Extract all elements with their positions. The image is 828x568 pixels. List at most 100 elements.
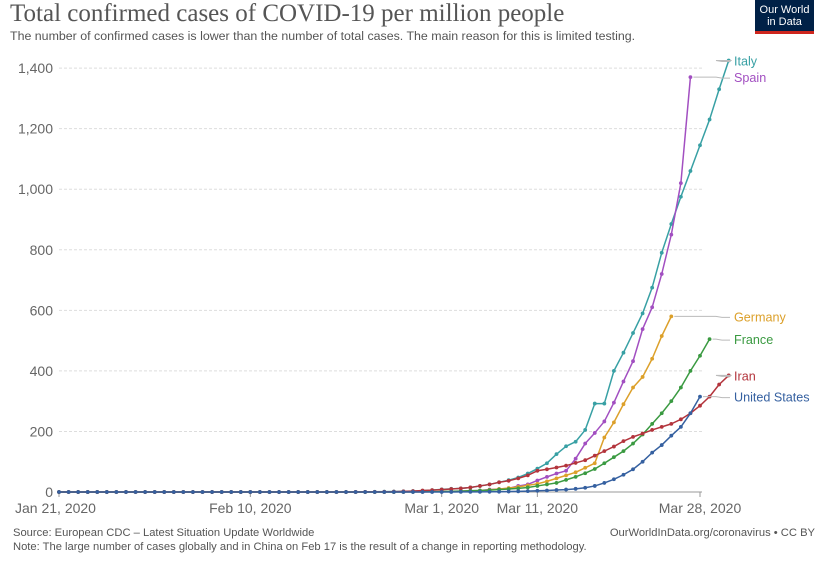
data-point — [487, 482, 492, 487]
data-point — [334, 490, 339, 494]
series-label[interactable]: Italy — [734, 55, 758, 69]
data-point — [650, 421, 655, 426]
data-point — [669, 314, 674, 319]
data-point — [707, 337, 712, 341]
data-point — [554, 471, 559, 476]
series-label[interactable]: Germany — [734, 310, 786, 324]
y-tick-label: 800 — [30, 242, 54, 258]
series-label[interactable]: Spain — [734, 71, 766, 85]
line-chart: Jan 21, 2020 Feb 10, 2020 Mar 1, 2020 Mar 1… — [15, 55, 810, 516]
data-point — [487, 489, 492, 494]
series-label[interactable]: France — [734, 333, 773, 347]
data-point — [516, 486, 521, 491]
data-point — [296, 490, 301, 494]
data-point — [621, 402, 626, 407]
data-point — [85, 490, 90, 494]
data-point — [57, 490, 61, 494]
data-point — [640, 327, 645, 331]
footnote-text: Note: The large number of cases globally… — [13, 541, 587, 553]
data-point — [640, 311, 645, 316]
y-tick-label: 200 — [30, 423, 54, 439]
y-tick-label: 600 — [30, 302, 54, 318]
data-point — [650, 285, 655, 290]
data-point — [229, 490, 234, 494]
data-point — [602, 419, 607, 424]
data-point — [583, 441, 588, 446]
series-line[interactable] — [58, 77, 692, 493]
data-point — [592, 484, 597, 488]
data-point — [468, 485, 473, 490]
data-point — [602, 461, 607, 466]
data-point — [66, 490, 71, 494]
y-tick-label: 1,000 — [18, 181, 53, 197]
x-tick-label: Mar 28, 2020 — [659, 500, 742, 516]
data-point — [688, 368, 693, 373]
series-line[interactable] — [58, 396, 701, 493]
y-tick-label: 0 — [45, 484, 53, 500]
data-point — [688, 169, 693, 173]
data-point — [669, 232, 674, 237]
series-line[interactable] — [58, 374, 730, 493]
data-point — [621, 379, 626, 384]
data-point — [564, 444, 568, 449]
data-point — [430, 490, 435, 494]
series-label[interactable]: United States — [734, 391, 810, 405]
series-group — [57, 373, 731, 494]
data-point — [535, 488, 540, 493]
data-point — [525, 489, 530, 493]
x-tick-label: Jan 21, 2020 — [15, 500, 96, 516]
data-point — [669, 433, 674, 438]
data-point — [612, 444, 616, 449]
data-point — [401, 490, 406, 494]
data-point — [717, 382, 722, 387]
series-label-connector — [715, 60, 732, 63]
data-point — [516, 489, 521, 494]
data-point — [315, 490, 320, 494]
data-point — [669, 222, 674, 226]
data-point — [678, 385, 683, 390]
data-point — [248, 490, 253, 494]
data-point — [535, 478, 540, 483]
data-point — [535, 484, 540, 488]
data-point — [650, 450, 655, 455]
data-point — [678, 417, 683, 422]
data-point — [583, 428, 588, 432]
x-tick-label: Mar 11, 2020 — [497, 500, 579, 516]
data-point — [286, 490, 291, 494]
data-point — [678, 194, 683, 199]
data-point — [602, 481, 607, 485]
series-line[interactable] — [58, 316, 672, 493]
series-line[interactable] — [58, 338, 711, 493]
data-point — [688, 75, 693, 80]
data-point — [669, 421, 674, 426]
data-point — [631, 441, 635, 446]
data-point — [583, 458, 588, 463]
data-point — [602, 435, 607, 440]
data-point — [612, 455, 616, 460]
data-point — [191, 490, 195, 494]
data-point — [468, 489, 473, 494]
data-point — [506, 478, 511, 483]
data-point — [602, 449, 607, 454]
owid-logo[interactable]: Our World in Data — [755, 0, 814, 34]
series-label[interactable]: Iran — [734, 369, 756, 383]
data-point — [573, 470, 578, 475]
data-point — [382, 490, 387, 494]
series-group — [57, 58, 731, 494]
series-line[interactable] — [58, 60, 730, 493]
data-point — [583, 471, 588, 476]
data-point — [583, 465, 588, 470]
data-point — [564, 477, 568, 482]
data-point — [621, 449, 626, 454]
data-point — [583, 485, 588, 490]
data-point — [458, 486, 463, 491]
data-point — [411, 490, 415, 494]
data-point — [602, 401, 607, 406]
data-point — [497, 480, 501, 485]
data-point — [391, 490, 396, 494]
data-point — [612, 477, 616, 482]
data-point — [678, 425, 683, 429]
data-point — [525, 473, 530, 478]
data-point — [238, 490, 243, 494]
credit-link[interactable]: OurWorldInData.org/coronavirus • CC BY — [609, 527, 815, 539]
